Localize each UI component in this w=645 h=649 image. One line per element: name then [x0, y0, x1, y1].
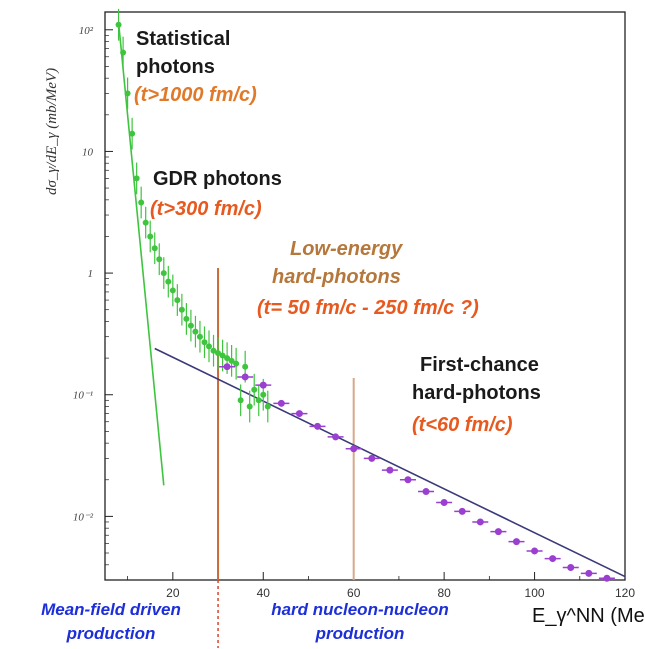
- green-point: [160, 270, 167, 277]
- purple-point: [549, 555, 557, 563]
- purple-point: [476, 518, 484, 526]
- green-point: [133, 175, 140, 182]
- statistical-label-line1: Statistical: [136, 28, 231, 50]
- purple-point: [603, 574, 611, 582]
- green-point: [178, 306, 185, 313]
- region-right-line1: hard nucleon-nucleon: [271, 600, 449, 619]
- purple-point: [494, 528, 502, 536]
- green-point: [228, 357, 235, 364]
- firstchance-label-line2: hard-photons: [412, 382, 541, 404]
- plot-frame: [104, 11, 626, 581]
- green-point: [251, 386, 258, 393]
- green-point: [264, 403, 271, 410]
- purple-point: [332, 433, 340, 441]
- green-point: [255, 397, 262, 404]
- purple-point: [422, 488, 430, 496]
- statistical-fit-line: [117, 22, 165, 486]
- green-point: [147, 233, 154, 240]
- green-point: [224, 355, 231, 362]
- green-point: [142, 219, 149, 226]
- purple-point: [404, 476, 412, 484]
- green-point: [169, 287, 176, 294]
- y-tick-label: 10²: [79, 25, 94, 37]
- statistical-time-label: (t>1000 fm/c): [134, 84, 257, 106]
- green-point: [215, 350, 222, 357]
- firstchance-label-line1: First-chance: [420, 354, 539, 376]
- green-point: [115, 21, 122, 28]
- purple-point: [223, 363, 231, 371]
- green-point: [183, 315, 190, 322]
- purple-point: [440, 499, 448, 507]
- y-tick-label: 10⁻²: [73, 511, 94, 523]
- green-point: [174, 297, 181, 304]
- y-tick-label: 10: [82, 146, 94, 158]
- green-point: [165, 278, 172, 285]
- gdr-time-label: (t>300 fm/c): [150, 198, 262, 220]
- region-left-line2: production: [66, 624, 156, 643]
- purple-point: [350, 445, 358, 453]
- y-tick-label: 10⁻¹: [73, 390, 93, 402]
- lowenergy-time-label: (t= 50 fm/c - 250 fm/c ?): [257, 297, 479, 319]
- x-tick-label: 80: [437, 586, 451, 600]
- green-point: [210, 347, 217, 354]
- purple-point: [277, 399, 285, 407]
- purple-point: [259, 381, 267, 389]
- green-point: [124, 90, 131, 97]
- green-point: [246, 403, 253, 410]
- green-point: [192, 328, 199, 335]
- purple-point: [585, 569, 593, 577]
- purple-point: [386, 466, 394, 474]
- gdr-label: GDR photons: [153, 168, 282, 190]
- green-point: [206, 343, 212, 350]
- y-tick-label: 1: [88, 268, 94, 280]
- purple-point: [567, 564, 575, 572]
- lowenergy-label-line1: Low-energy: [290, 238, 403, 260]
- green-point: [233, 360, 240, 367]
- green-point: [187, 322, 194, 329]
- green-point: [242, 363, 249, 370]
- purple-point: [512, 538, 520, 546]
- green-point: [151, 245, 158, 252]
- green-point: [156, 256, 163, 263]
- x-tick-label: 20: [166, 586, 180, 600]
- purple-point: [531, 547, 539, 555]
- green-point: [120, 49, 127, 56]
- lowenergy-label-line2: hard-photons: [272, 266, 401, 288]
- green-point: [201, 339, 208, 346]
- purple-point: [458, 507, 466, 515]
- green-point: [237, 397, 244, 404]
- x-tick-label: 100: [525, 586, 545, 600]
- green-point: [219, 352, 226, 359]
- region-right-line2: production: [315, 624, 405, 643]
- hard-photon-fit-line: [154, 347, 626, 578]
- x-tick-label: 120: [615, 586, 635, 600]
- green-point: [260, 391, 267, 398]
- green-point: [129, 130, 136, 137]
- green-point: [196, 333, 203, 340]
- purple-point: [295, 410, 303, 418]
- green-point: [138, 199, 145, 206]
- purple-point: [241, 373, 249, 381]
- purple-point: [314, 422, 322, 430]
- region-left-line1: Mean-field driven: [41, 600, 181, 619]
- purple-point: [368, 454, 376, 462]
- x-tick-label: 40: [257, 586, 271, 600]
- statistical-label-line2: photons: [136, 56, 215, 78]
- x-tick-label: 60: [347, 586, 361, 600]
- firstchance-time-label: (t<60 fm/c): [412, 414, 513, 436]
- y-axis-label: dσ_γ/dE_γ (mb/MeV): [44, 67, 60, 195]
- x-axis-label: E_γ^NN (MeV): [532, 605, 645, 627]
